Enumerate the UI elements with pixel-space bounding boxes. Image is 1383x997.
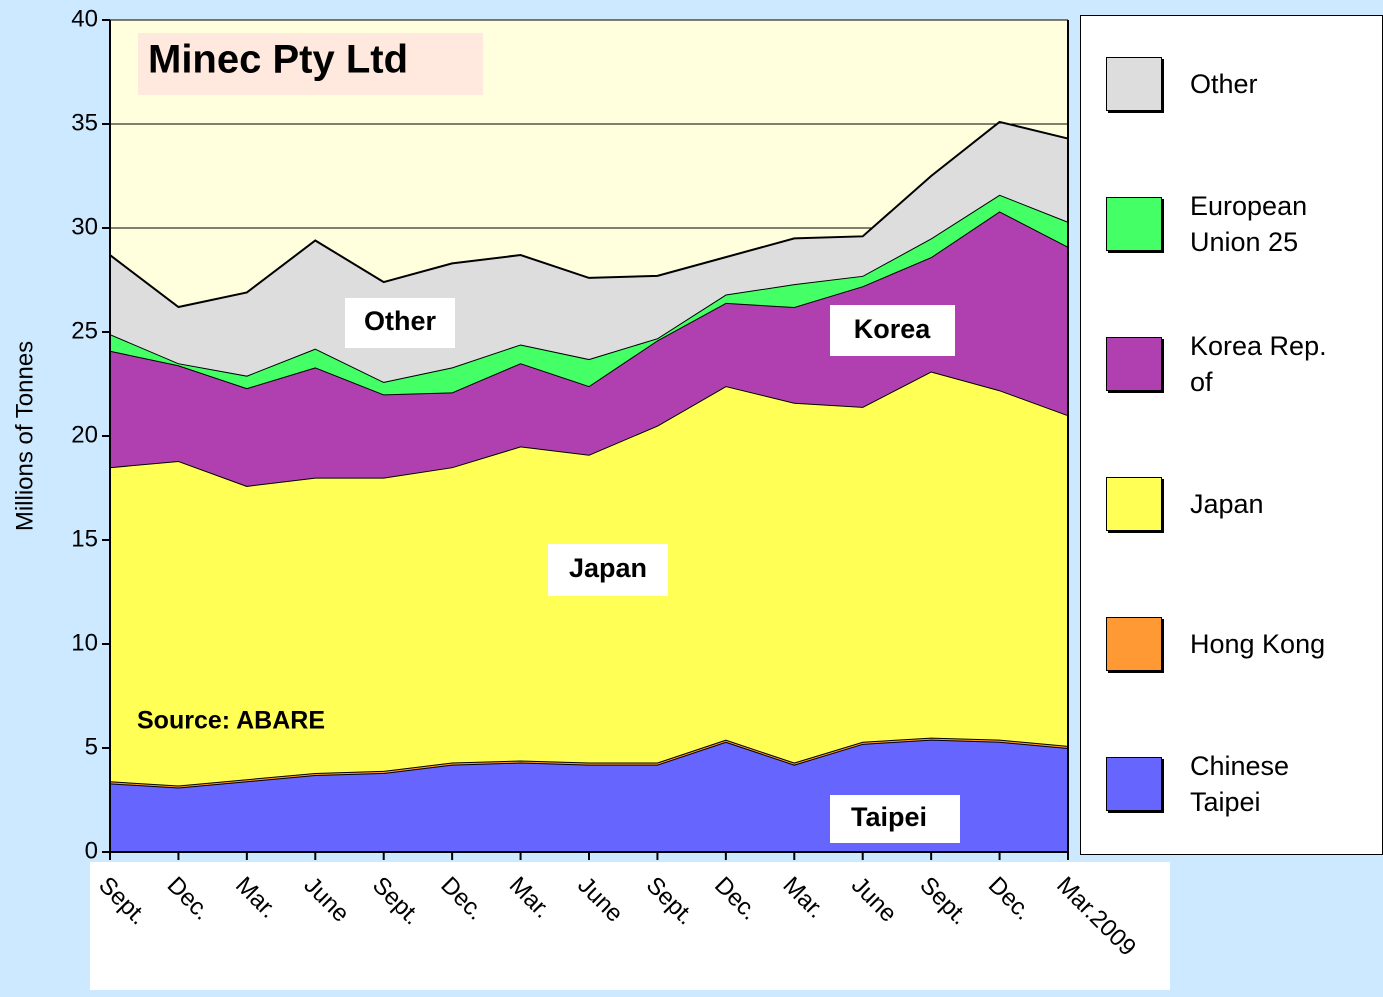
legend-item: Chinese Taipei	[1106, 734, 1350, 834]
label-box	[830, 795, 960, 843]
annotation: Minec Pty Ltd	[148, 38, 408, 82]
legend-item: Hong Kong	[1106, 594, 1350, 694]
legend-swatch	[1106, 757, 1162, 811]
annotation: Korea	[854, 314, 932, 344]
annotation: Other	[364, 306, 437, 336]
annotation: Source: ABARE	[137, 707, 325, 735]
y-tick-label: 30	[71, 213, 98, 240]
y-tick-label: 25	[71, 317, 98, 344]
legend-item: European Union 25	[1106, 174, 1350, 274]
y-axis-label: Millions of Tonnes	[11, 341, 38, 531]
legend-item: Japan	[1106, 454, 1350, 554]
legend-label: Chinese Taipei	[1190, 751, 1290, 817]
annotation: Japan	[569, 553, 647, 583]
label-box	[830, 305, 955, 356]
legend-swatch	[1106, 617, 1162, 671]
area	[110, 739, 1068, 852]
legend-label: Korea Rep. of	[1190, 331, 1327, 397]
legend-item: Korea Rep. of	[1106, 314, 1350, 414]
title-box	[138, 33, 483, 95]
y-tick-label: 10	[71, 629, 98, 656]
y-tick-label: 15	[71, 525, 98, 552]
y-tick-label: 40	[71, 5, 98, 32]
label-box	[345, 298, 455, 348]
y-tick-label: 5	[85, 733, 98, 760]
legend: Other European Union 25 Korea Rep. of Japan…	[1080, 15, 1383, 855]
legend-swatch	[1106, 337, 1162, 391]
label-box	[548, 544, 668, 596]
legend-label: European Union 25	[1190, 191, 1308, 257]
legend-swatch	[1106, 57, 1162, 111]
y-tick-label: 35	[71, 109, 98, 136]
y-tick-label: 0	[85, 837, 98, 864]
area	[110, 211, 1068, 486]
legend-label: Japan	[1190, 489, 1264, 519]
legend-label: Hong Kong	[1190, 629, 1326, 659]
legend-swatch	[1106, 477, 1162, 531]
label-backdrop	[90, 862, 1170, 990]
legend-item: Other	[1106, 34, 1350, 134]
area-edge	[109, 120, 1069, 309]
area	[110, 194, 1068, 395]
legend-swatch	[1106, 197, 1162, 251]
annotation: Taipei	[851, 802, 927, 832]
legend-label: Other	[1190, 69, 1258, 99]
y-tick-label: 20	[71, 421, 98, 448]
